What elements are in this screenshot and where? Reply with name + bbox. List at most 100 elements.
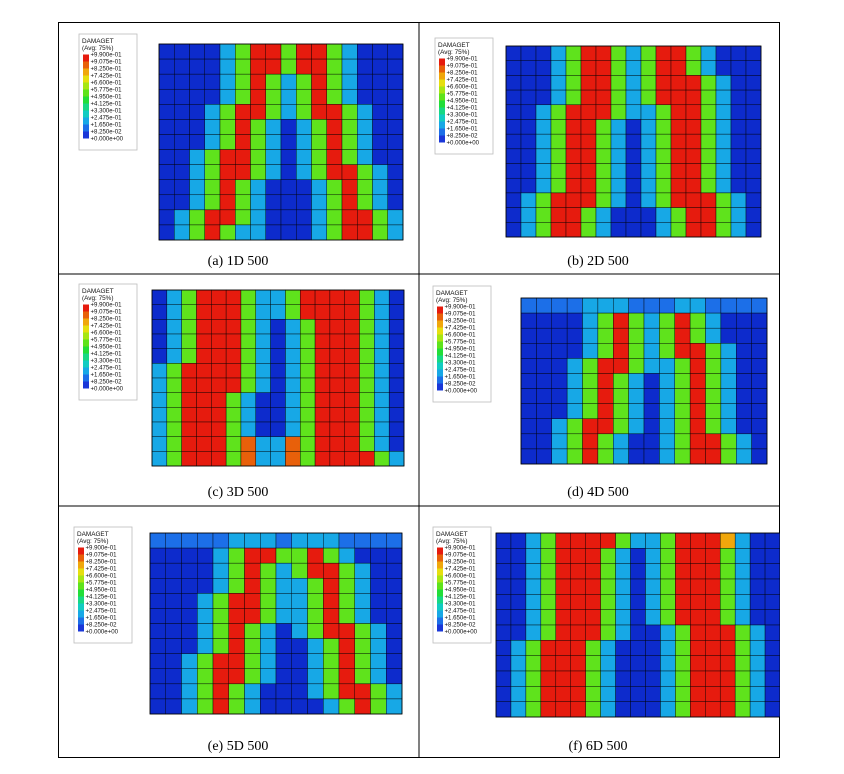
- mesh-element: [341, 164, 358, 181]
- mesh-element: [736, 448, 752, 465]
- mesh-element: [372, 194, 389, 211]
- legend-swatch: [83, 353, 89, 361]
- mesh-element: [387, 179, 404, 196]
- mesh-element: [151, 392, 168, 408]
- mesh-element: [270, 319, 286, 335]
- mesh-element: [174, 149, 190, 165]
- mesh-element: [736, 403, 752, 420]
- mesh-element: [329, 289, 346, 305]
- mesh-element: [540, 670, 557, 687]
- mesh-element: [196, 392, 212, 408]
- mesh-element: [151, 451, 168, 467]
- mesh-element: [525, 548, 542, 564]
- mesh-element: [165, 593, 182, 609]
- mesh-element: [204, 119, 221, 135]
- legend-value: +7.425e-01: [445, 566, 477, 573]
- mesh-element: [660, 655, 676, 672]
- mesh-element: [181, 698, 198, 715]
- mesh-element: [536, 373, 553, 389]
- legend-value: +5.775e-01: [91, 87, 123, 94]
- legend-swatch: [437, 306, 443, 314]
- legend-value: +1.650e-01: [445, 374, 477, 381]
- mesh-element: [189, 164, 206, 181]
- mesh-element: [354, 532, 371, 549]
- mesh-element: [311, 58, 328, 75]
- mesh-element: [211, 451, 227, 467]
- mesh-element: [580, 89, 597, 106]
- mesh-outline: [495, 532, 780, 718]
- legend-value: +2.475e-01: [445, 367, 477, 374]
- mesh-element: [520, 403, 537, 420]
- mesh-element: [674, 403, 691, 420]
- mesh-element: [341, 134, 358, 150]
- mesh-element: [745, 148, 762, 164]
- mesh-element: [204, 164, 221, 181]
- mesh-element: [149, 608, 167, 624]
- mesh-element: [670, 133, 687, 150]
- mesh-element: [659, 433, 676, 450]
- mesh-element: [685, 104, 702, 120]
- mesh-element: [181, 421, 197, 437]
- panel-f: DAMAGET(Avg: 75%)+9.900e-01+9.075e-01+8.…: [432, 526, 780, 754]
- mesh-element: [357, 209, 373, 226]
- mesh-element: [566, 343, 583, 359]
- legend-swatch: [437, 575, 443, 583]
- mesh-element: [212, 608, 230, 624]
- mesh-element: [314, 377, 331, 393]
- mesh-element: [715, 104, 732, 120]
- mesh-element: [372, 43, 389, 60]
- mesh-element: [326, 134, 343, 150]
- mesh-element: [689, 327, 706, 344]
- mesh-element: [685, 207, 702, 223]
- legend-value: +4.125e-01: [91, 101, 123, 108]
- mesh-element: [357, 134, 373, 150]
- mesh-element: [600, 640, 616, 656]
- mesh-element: [764, 594, 780, 610]
- legend-swatch: [437, 582, 443, 590]
- legend-value: +9.075e-01: [91, 59, 123, 66]
- mesh-element: [296, 134, 312, 150]
- mesh-element: [615, 594, 631, 610]
- mesh-element: [690, 578, 706, 595]
- mesh-element: [166, 363, 182, 379]
- mesh-element: [520, 163, 537, 179]
- mesh-element: [374, 421, 390, 437]
- mesh-element: [736, 388, 752, 404]
- mesh-element: [204, 149, 221, 165]
- mesh-element: [525, 624, 542, 641]
- mesh-element: [675, 701, 691, 718]
- mesh-element: [540, 701, 557, 718]
- legend-value: +4.125e-01: [445, 353, 477, 360]
- mesh-element: [388, 436, 405, 452]
- mesh-element: [715, 119, 732, 135]
- mesh-element: [520, 312, 537, 329]
- mesh-element: [555, 532, 572, 549]
- mesh-element: [555, 686, 572, 702]
- mesh-element: [655, 148, 672, 164]
- mesh-element: [505, 75, 522, 91]
- legend-value: +6.600e-01: [91, 80, 123, 87]
- mesh-element: [565, 89, 582, 106]
- legend-swatch: [437, 554, 443, 562]
- legend-swatch: [78, 554, 84, 562]
- mesh-element: [354, 698, 371, 715]
- mesh-element: [670, 222, 687, 238]
- mesh-element: [158, 73, 175, 90]
- mesh-element: [630, 670, 646, 687]
- mesh-element: [166, 436, 182, 452]
- mesh-element: [551, 448, 568, 465]
- mesh-element: [196, 289, 212, 305]
- legend-swatch: [83, 332, 89, 340]
- mesh-element: [212, 578, 230, 594]
- legend-swatch: [437, 355, 443, 363]
- mesh-element: [670, 177, 687, 194]
- mesh-element: [314, 436, 331, 452]
- mesh-element: [354, 653, 371, 670]
- mesh-element: [291, 683, 308, 700]
- mesh-element: [660, 624, 676, 641]
- mesh-element: [745, 222, 762, 238]
- mesh-element: [734, 670, 751, 687]
- mesh-element: [296, 58, 312, 75]
- mesh-element: [260, 578, 277, 594]
- mesh-element: [734, 701, 751, 718]
